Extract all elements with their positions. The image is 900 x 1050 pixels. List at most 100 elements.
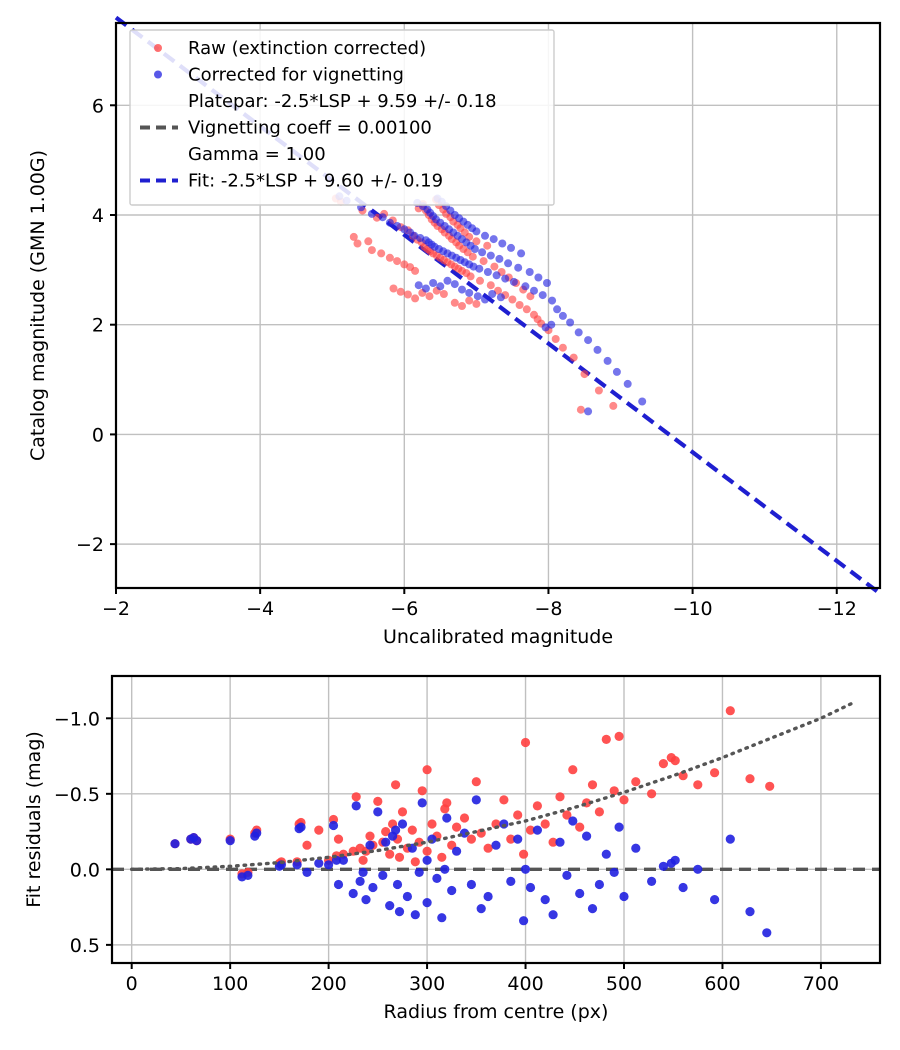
data-point <box>225 836 235 846</box>
data-point <box>582 831 592 841</box>
series-corrected <box>170 795 772 938</box>
data-point <box>422 898 432 908</box>
data-point <box>452 822 462 832</box>
x-tick-label: −2 <box>102 598 130 620</box>
data-point <box>425 292 434 301</box>
data-point <box>429 279 438 287</box>
data-point <box>427 819 437 829</box>
legend-label: Fit: -2.5*LSP + 9.60 +/- 0.19 <box>188 171 443 192</box>
data-point <box>670 855 680 865</box>
data-point <box>499 795 509 805</box>
data-point <box>411 294 420 303</box>
x-tick-label: −8 <box>534 598 562 620</box>
data-point <box>422 846 432 856</box>
data-point <box>483 891 493 902</box>
data-point <box>333 834 344 844</box>
data-point <box>385 849 395 859</box>
data-point <box>328 820 339 831</box>
data-point <box>373 796 383 807</box>
data-point <box>517 249 526 258</box>
data-point <box>519 916 529 926</box>
data-point <box>593 345 602 354</box>
data-point <box>504 259 513 268</box>
data-point <box>658 759 669 769</box>
x-tick-label: 100 <box>212 973 248 995</box>
data-point <box>587 904 598 914</box>
data-point <box>373 807 383 817</box>
data-point <box>439 290 448 298</box>
data-point <box>521 282 530 291</box>
data-point <box>490 262 499 271</box>
data-point <box>522 305 531 314</box>
data-point <box>658 861 669 871</box>
data-point <box>609 401 618 410</box>
data-point <box>314 825 324 835</box>
data-point <box>358 867 368 878</box>
data-point <box>513 810 523 820</box>
data-point <box>614 822 624 832</box>
data-point <box>548 910 558 920</box>
data-point <box>450 298 459 307</box>
data-point <box>765 781 775 791</box>
data-point <box>302 867 312 878</box>
data-point <box>385 901 395 911</box>
data-point <box>349 232 358 241</box>
data-point <box>385 218 394 227</box>
data-point <box>440 864 450 874</box>
y-axis-label: Catalog magnitude (GMN 1.00G) <box>27 150 49 461</box>
data-point <box>403 290 412 299</box>
data-point <box>324 860 334 870</box>
data-point <box>333 879 344 890</box>
data-point <box>397 819 408 829</box>
data-point <box>494 286 502 295</box>
data-point <box>508 295 517 304</box>
data-point <box>515 301 524 309</box>
data-point <box>367 209 376 218</box>
x-tick-label: 600 <box>704 973 740 995</box>
data-point <box>377 249 386 258</box>
legend-marker-dot <box>154 44 162 52</box>
data-point <box>389 284 398 293</box>
data-point <box>609 867 619 878</box>
data-point <box>762 928 772 938</box>
data-point <box>745 907 755 917</box>
data-point <box>411 266 420 275</box>
x-axis-label: Uncalibrated magnitude <box>383 626 613 648</box>
data-point <box>540 819 550 829</box>
data-point <box>479 257 488 266</box>
data-point <box>566 318 575 327</box>
data-point <box>603 356 612 365</box>
data-point <box>478 248 487 257</box>
data-point <box>170 839 180 849</box>
data-point <box>558 343 567 352</box>
data-point <box>365 831 375 841</box>
data-point <box>569 353 578 362</box>
legend-item: Platepar: -2.5*LSP + 9.59 +/- 0.18 <box>188 91 497 112</box>
data-point <box>393 222 402 230</box>
data-point <box>440 804 450 814</box>
data-point <box>410 910 420 920</box>
data-point <box>580 370 589 379</box>
data-point <box>555 837 565 847</box>
data-point <box>292 860 302 870</box>
data-point <box>693 780 703 790</box>
data-point <box>587 780 598 790</box>
data-point <box>538 291 547 300</box>
data-point <box>638 397 647 406</box>
data-point <box>532 801 543 811</box>
data-point <box>351 801 361 811</box>
x-tick-label: 300 <box>409 973 445 995</box>
data-point <box>407 825 417 835</box>
data-point <box>584 336 593 345</box>
data-point <box>514 263 523 272</box>
data-point <box>473 292 482 301</box>
data-point <box>489 235 498 244</box>
legend-label: Raw (extinction corrected) <box>188 38 426 59</box>
data-point <box>519 849 529 859</box>
data-point <box>421 284 430 293</box>
data-point <box>555 792 565 802</box>
data-point <box>368 882 378 893</box>
x-tick-label: −12 <box>817 598 857 620</box>
data-point <box>547 320 556 329</box>
data-point <box>520 737 531 748</box>
